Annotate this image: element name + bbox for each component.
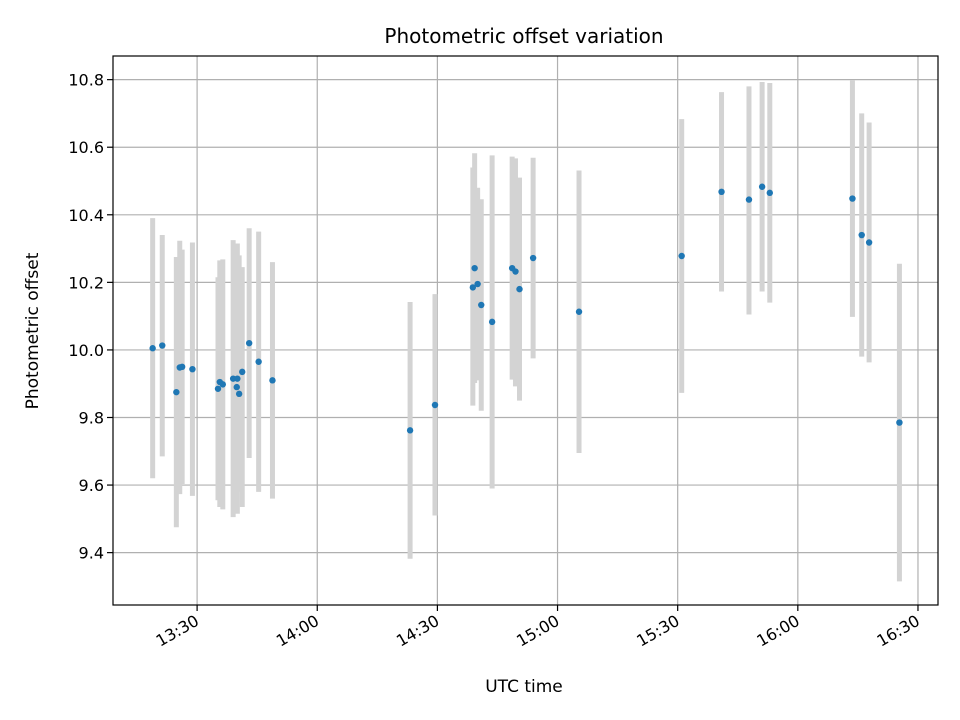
data-point bbox=[159, 342, 166, 349]
data-point bbox=[239, 368, 246, 376]
y-tick-label: 9.8 bbox=[79, 408, 104, 427]
data-point bbox=[849, 195, 856, 202]
data-point bbox=[678, 252, 685, 260]
data-point bbox=[865, 239, 873, 246]
data-point bbox=[488, 318, 496, 326]
data-point bbox=[478, 301, 485, 309]
data-point bbox=[758, 183, 766, 190]
y-tick-label: 9.4 bbox=[79, 544, 104, 563]
data-point bbox=[745, 196, 753, 203]
grid-lines bbox=[113, 56, 938, 605]
data-point bbox=[529, 254, 537, 262]
y-tick-label: 10.8 bbox=[68, 71, 104, 90]
data-point bbox=[189, 365, 196, 373]
data-points bbox=[149, 183, 903, 434]
data-point bbox=[235, 390, 243, 398]
data-point bbox=[431, 401, 439, 409]
data-point bbox=[219, 381, 226, 388]
y-tick-label: 10.0 bbox=[68, 341, 104, 360]
y-tick-label: 10.2 bbox=[68, 273, 104, 292]
y-tick-label: 9.6 bbox=[79, 476, 104, 495]
chart-title: Photometric offset variation bbox=[384, 24, 663, 48]
data-point bbox=[516, 285, 523, 293]
data-point bbox=[575, 308, 583, 315]
data-point bbox=[173, 388, 180, 396]
data-point bbox=[269, 377, 276, 384]
data-point bbox=[255, 358, 262, 365]
data-point bbox=[214, 385, 222, 392]
y-tick-label: 10.4 bbox=[68, 206, 104, 225]
data-point bbox=[512, 268, 519, 275]
data-point bbox=[149, 345, 156, 352]
data-point bbox=[469, 284, 477, 291]
data-point bbox=[858, 231, 865, 239]
data-point bbox=[718, 188, 725, 196]
y-tick-label: 10.6 bbox=[68, 138, 104, 157]
data-point bbox=[234, 375, 241, 382]
data-point bbox=[766, 189, 773, 197]
data-point bbox=[896, 419, 903, 426]
x-axis-label: UTC time bbox=[485, 677, 563, 697]
data-point bbox=[406, 427, 414, 434]
y-axis-ticks: 9.4 9.6 9.8 10.0 10.2 10.4 10.6 10.8 bbox=[68, 71, 113, 563]
data-point bbox=[233, 383, 240, 391]
y-axis-label: Photometric offset bbox=[23, 252, 43, 409]
data-point bbox=[178, 363, 186, 371]
data-point bbox=[471, 264, 478, 272]
data-point bbox=[245, 339, 253, 347]
plot-frame bbox=[112, 55, 939, 606]
data-point bbox=[474, 280, 481, 288]
